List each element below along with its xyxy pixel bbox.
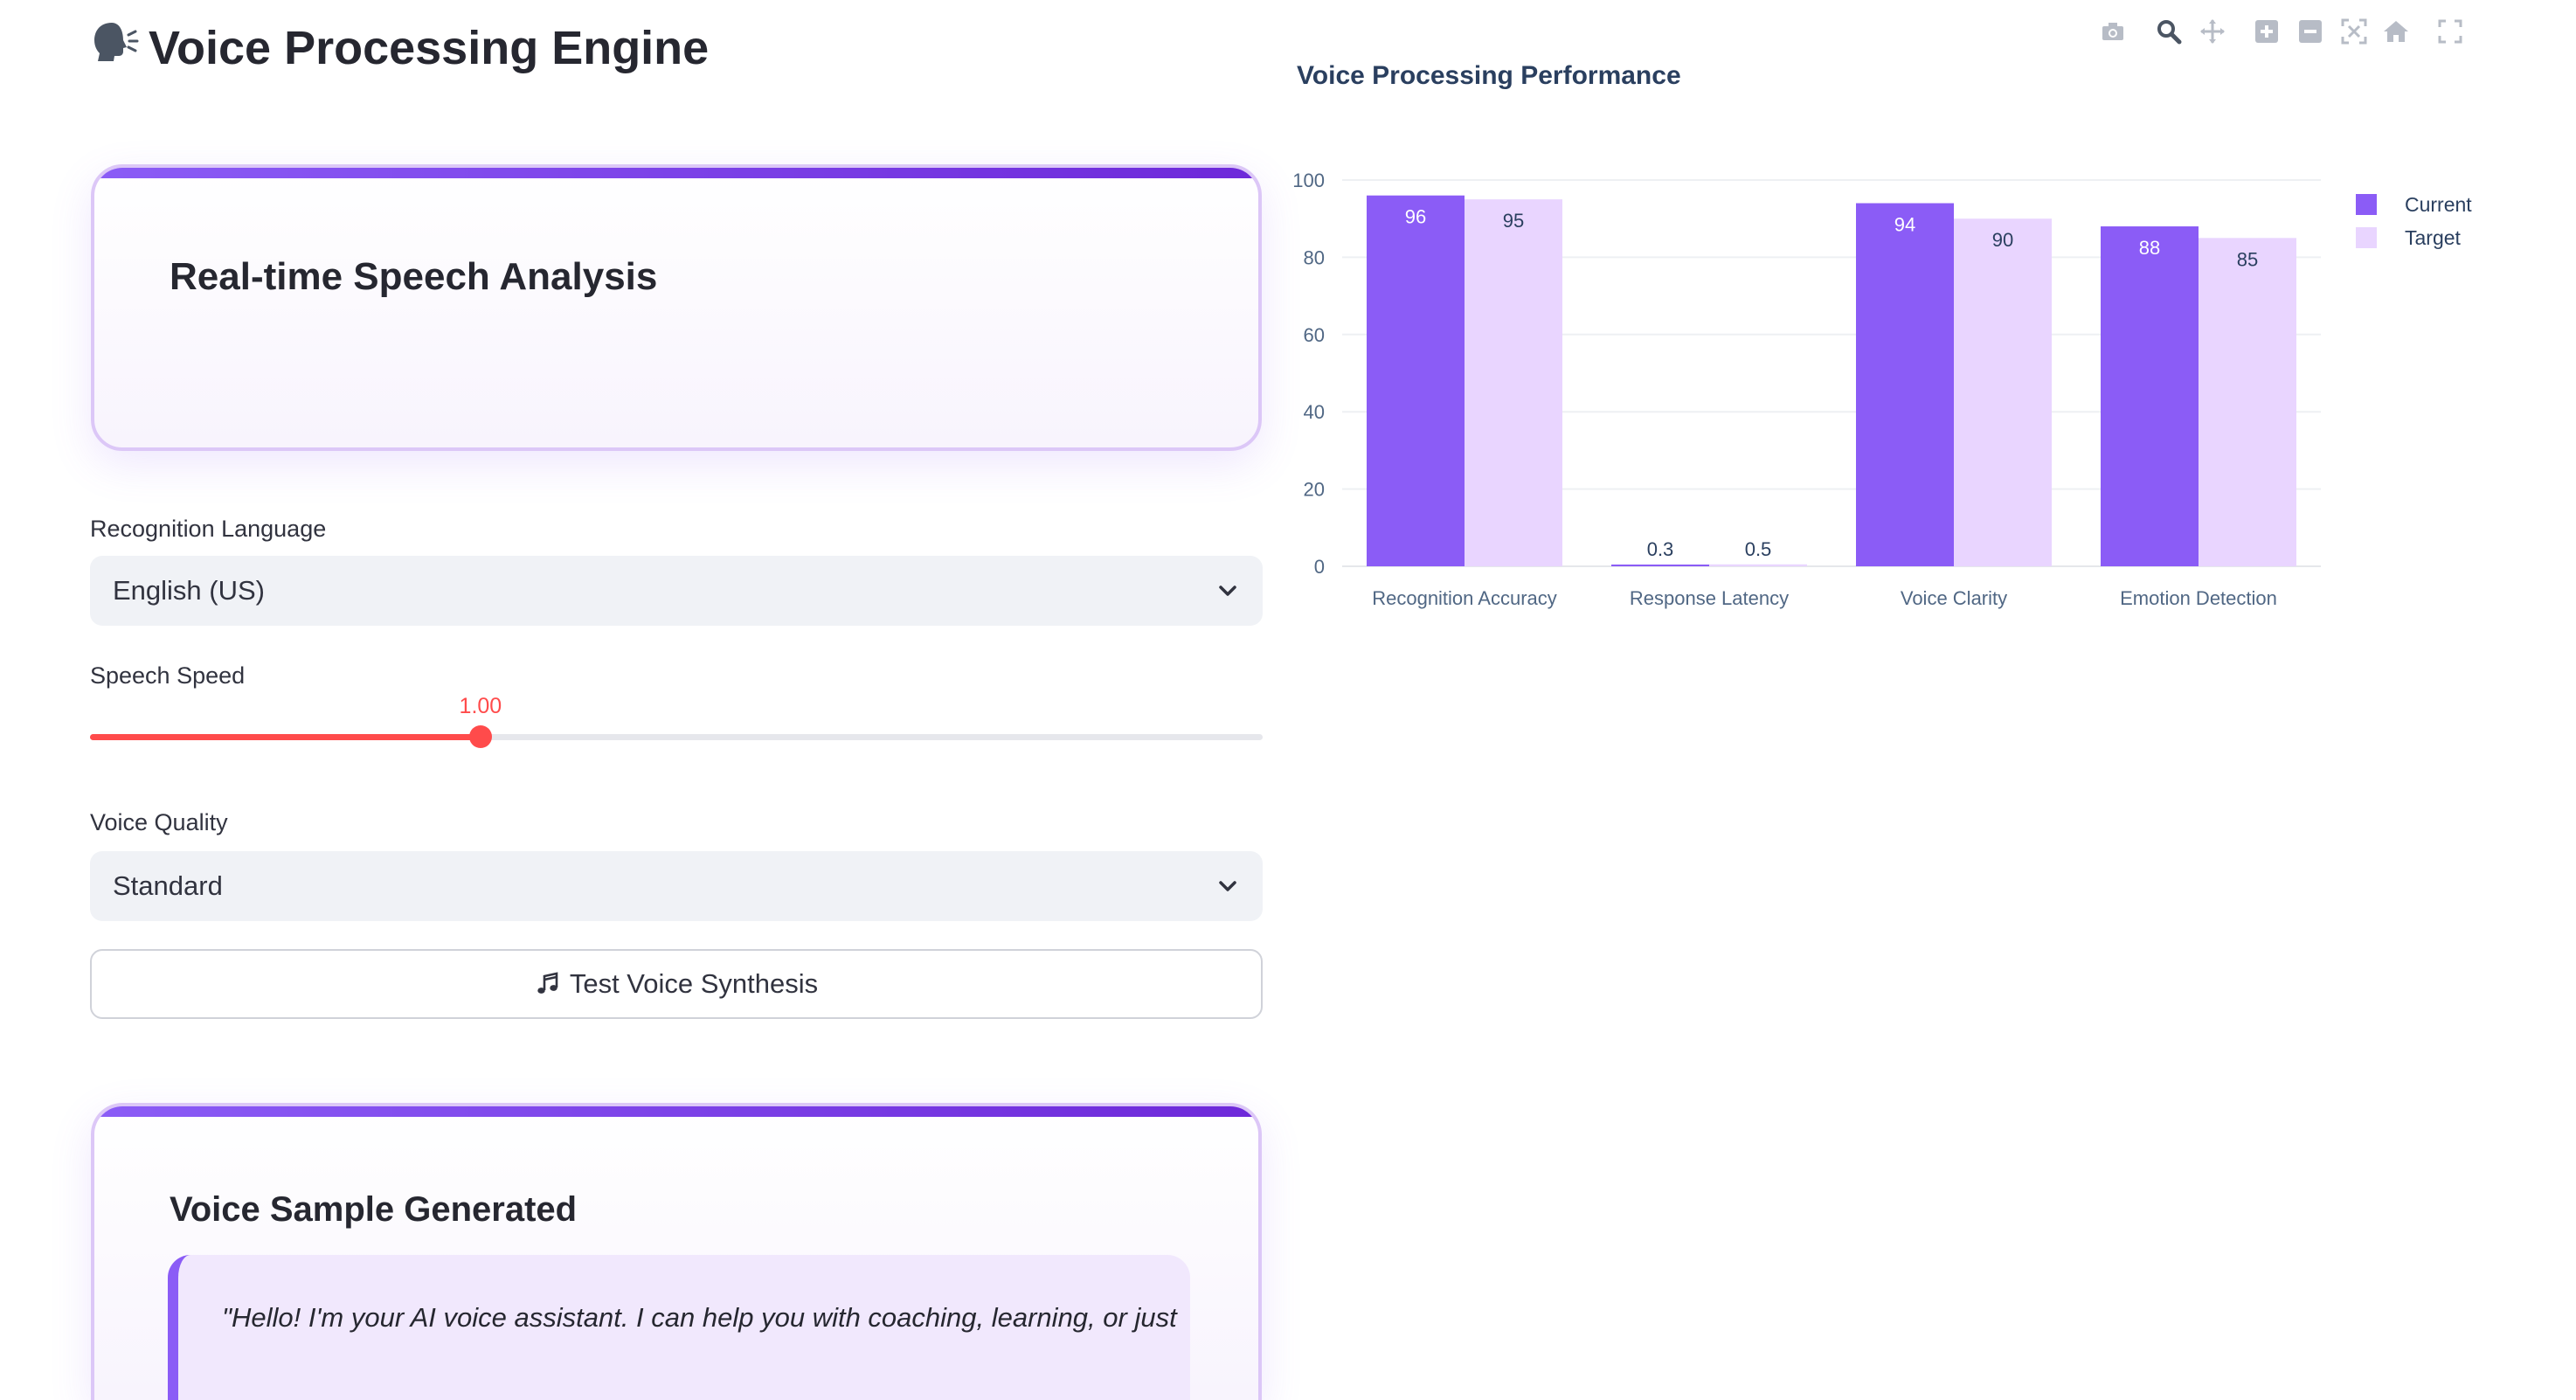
card-accent-bar [94,168,1258,178]
speaking-head-icon [87,16,140,80]
slider-thumb[interactable] [468,725,492,748]
page-title-text: Voice Processing Engine [149,21,710,74]
bar-target [2199,238,2296,566]
y-tick-label: 0 [1314,556,1325,578]
camera-icon[interactable] [2099,17,2127,45]
bar-target [1709,564,1807,566]
bar-current [1611,565,1709,566]
card-accent-bar [94,1106,1258,1117]
bar-target [1465,199,1562,566]
zoom-icon[interactable] [2155,17,2183,45]
speech-speed-value: 1.00 [459,694,502,718]
bar-target [1954,218,2052,566]
voice-sample-card: Voice Sample Generated "Hello! I'm your … [91,1103,1262,1400]
bar-current [1367,195,1465,566]
recognition-language-value: English (US) [113,575,265,606]
chart-title: Voice Processing Performance [1297,61,1681,90]
y-tick-label: 40 [1304,401,1325,423]
legend-swatch-current [2356,194,2377,215]
zoom-in-icon[interactable] [2253,17,2281,45]
y-tick-label: 100 [1292,170,1325,191]
y-tick-label: 20 [1304,479,1325,501]
x-tick-label: Emotion Detection [2120,587,2277,609]
slider-fill [90,734,481,740]
speech-speed-label: Speech Speed [90,662,246,689]
bar-value-label: 90 [1992,229,2013,251]
app-root: Voice Processing Engine Real-time Speech… [87,16,2472,1400]
fullscreen-icon[interactable] [2436,17,2464,45]
chevron-down-icon [1219,881,1236,891]
bar-current [2101,226,2199,566]
x-tick-label: Response Latency [1630,587,1789,609]
voice-quality-value: Standard [113,870,223,901]
voice-sample-quote: "Hello! I'm your AI voice assistant. I c… [168,1255,1190,1400]
bar-value-label: 96 [1405,206,1426,228]
test-voice-synthesis-button[interactable]: Test Voice Synthesis [90,949,1263,1019]
voice-quality-select[interactable]: Standard [90,851,1263,921]
recognition-language-select[interactable]: English (US) [90,556,1263,626]
y-tick-label: 60 [1304,324,1325,346]
pan-icon[interactable] [2199,17,2226,45]
y-tick-label: 80 [1304,246,1325,268]
bar-value-label: 88 [2139,237,2160,259]
voice-quality-label: Voice Quality [90,809,228,835]
voice-sample-title: Voice Sample Generated [170,1190,578,1229]
test-voice-synthesis-label: Test Voice Synthesis [569,968,819,999]
legend-label: Target [2405,226,2462,249]
zoom-out-icon[interactable] [2296,17,2324,45]
legend-label: Current [2405,193,2472,216]
bar-value-label: 95 [1503,210,1524,232]
music-note-icon [537,972,558,994]
recognition-language-label: Recognition Language [90,516,327,542]
autoscale-icon[interactable] [2340,17,2368,45]
legend-swatch-target [2356,227,2377,248]
card-title: Real-time Speech Analysis [170,255,658,298]
bar-value-label: 0.3 [1647,538,1674,560]
bar-current [1856,203,1954,566]
x-tick-label: Voice Clarity [1901,587,2007,609]
x-tick-label: Recognition Accuracy [1372,587,1557,609]
bar-value-label: 94 [1894,214,1915,236]
speech-speed-slider[interactable] [90,725,1263,748]
bar-value-label: 85 [2237,248,2258,270]
voice-sample-quote-text: "Hello! I'm your AI voice assistant. I c… [222,1302,1177,1333]
page-title: Voice Processing Engine [87,16,709,80]
chevron-down-icon [1219,586,1236,596]
bar-value-label: 0.5 [1745,538,1772,560]
speech-analysis-card: Real-time Speech Analysis [91,164,1262,451]
reset-axes-icon[interactable] [2382,17,2410,45]
performance-bar-chart: 0 20 40 60 80 100 96 95 Recognition Accuracy 0.3 0… [1292,170,2472,609]
